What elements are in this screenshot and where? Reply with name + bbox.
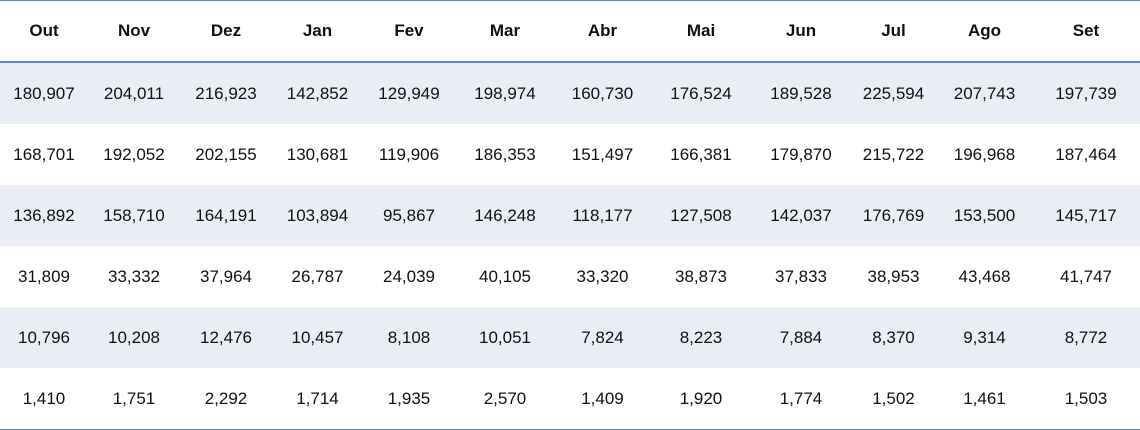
table-cell: 196,968 (953, 144, 1016, 164)
table-cell: 207,743 (953, 83, 1016, 103)
table-cell: 136,892 (13, 205, 75, 225)
table-cell: 37,833 (775, 266, 827, 286)
table-cell: 40,105 (479, 266, 531, 286)
table-cell: 215,722 (862, 144, 925, 164)
table-cell: 2,292 (204, 388, 248, 408)
table-cell: 1,920 (679, 388, 723, 408)
table-cell: 180,907 (13, 83, 75, 103)
table-cell: 119,906 (378, 144, 440, 164)
table-cell: 176,769 (862, 205, 925, 225)
table-row: 31,809 33,332 37,964 26,787 24,039 40,105 33,3… (0, 246, 1140, 307)
header-cell: Mar (489, 21, 521, 40)
table-cell: 204,011 (103, 83, 165, 103)
table-cell: 10,051 (479, 327, 531, 347)
header-cell: Ago (967, 21, 1002, 40)
table-cell: 153,500 (953, 205, 1016, 225)
table-cell: 1,714 (296, 388, 339, 408)
table-cell: 1,935 (387, 388, 431, 408)
table-cell: 8,108 (387, 327, 431, 347)
table-cell: 2,570 (483, 388, 527, 408)
table-cell: 7,824 (581, 327, 624, 347)
table-cell: 158,710 (103, 205, 165, 225)
table-row: 168,701 192,052 202,155 130,681 119,906 186,3… (0, 124, 1140, 185)
table-cell: 146,248 (474, 205, 536, 225)
table-cell: 225,594 (862, 83, 925, 103)
table-row: 10,796 10,208 12,476 10,457 8,108 10,051 7,824… (0, 307, 1140, 368)
table-cell: 41,747 (1060, 266, 1112, 286)
table-cell: 151,497 (571, 144, 634, 164)
table-cell: 1,751 (112, 388, 156, 408)
table-cell: 179,870 (770, 144, 832, 164)
table-row: 1,410 1,751 2,292 1,714 1,935 2,570 1,409 1,920… (0, 368, 1140, 429)
table-cell: 24,039 (383, 266, 435, 286)
header-cell: Out (29, 21, 59, 40)
table-cell: 33,332 (108, 266, 160, 286)
table-cell: 8,772 (1064, 327, 1108, 347)
table-cell: 12,476 (200, 327, 252, 347)
table-cell: 202,155 (195, 144, 257, 164)
header-cell: Nov (117, 21, 151, 40)
table-cell: 187,464 (1055, 144, 1117, 164)
header-cell: Jul (881, 21, 906, 40)
table-cell: 31,809 (18, 266, 70, 286)
header-row: Out Nov Dez Jan Fev Mar Abr Mai Jun Jul Ago Set (0, 1, 1140, 63)
table-cell: 33,320 (576, 266, 629, 286)
table-cell: 168,701 (13, 144, 75, 164)
table-cell: 198,974 (474, 83, 536, 103)
table-cell: 1,410 (22, 388, 66, 408)
table-cell: 10,208 (108, 327, 160, 347)
header-cell: Jan (302, 21, 333, 40)
table-cell: 160,730 (571, 83, 634, 103)
table-cell: 7,884 (779, 327, 823, 347)
table-cell: 1,774 (779, 388, 823, 408)
table-cell: 166,381 (670, 144, 732, 164)
table-cell: 189,528 (770, 83, 832, 103)
table-cell: 43,468 (958, 266, 1011, 286)
table-cell: 164,191 (195, 205, 257, 225)
table-cell: 216,923 (195, 83, 257, 103)
header-cell: Set (1072, 21, 1100, 40)
table-cell: 8,370 (872, 327, 915, 347)
table-cell: 127,508 (670, 205, 732, 225)
table-cell: 145,717 (1055, 205, 1117, 225)
header-cell: Mai (686, 21, 716, 40)
header-cell: Fev (394, 21, 424, 40)
header-cell: Dez (210, 21, 242, 40)
table-cell: 1,409 (581, 388, 624, 408)
table-cell: 95,867 (383, 205, 435, 225)
table-cell: 8,223 (679, 327, 723, 347)
table-cell: 38,873 (675, 266, 727, 286)
table-cell: 129,949 (378, 83, 440, 103)
table-cell: 130,681 (286, 144, 349, 164)
table-cell: 142,852 (286, 83, 349, 103)
table-cell: 1,461 (963, 388, 1006, 408)
table-row: 180,907 204,011 216,923 142,852 129,949 198,9… (0, 63, 1140, 124)
table-cell: 10,796 (18, 327, 70, 347)
table-cell: 186,353 (474, 144, 536, 164)
table-cell: 192,052 (103, 144, 165, 164)
table-cell: 37,964 (200, 266, 252, 286)
table-cell: 1,502 (872, 388, 915, 408)
table-cell: 1,503 (1064, 388, 1108, 408)
table-cell: 197,739 (1055, 83, 1117, 103)
table-cell: 142,037 (770, 205, 832, 225)
table-cell: 118,177 (572, 205, 633, 225)
table-cell: 103,894 (286, 205, 349, 225)
table-cell: 10,457 (291, 327, 344, 347)
table-cell: 38,953 (867, 266, 920, 286)
header-cell: Jun (785, 21, 817, 40)
table-row: 136,892 158,710 164,191 103,894 95,867 146,24… (0, 185, 1140, 246)
table-cell: 9,314 (963, 327, 1006, 347)
header-cell: Abr (587, 21, 618, 40)
table-cell: 176,524 (670, 83, 732, 103)
table-cell: 26,787 (291, 266, 344, 286)
